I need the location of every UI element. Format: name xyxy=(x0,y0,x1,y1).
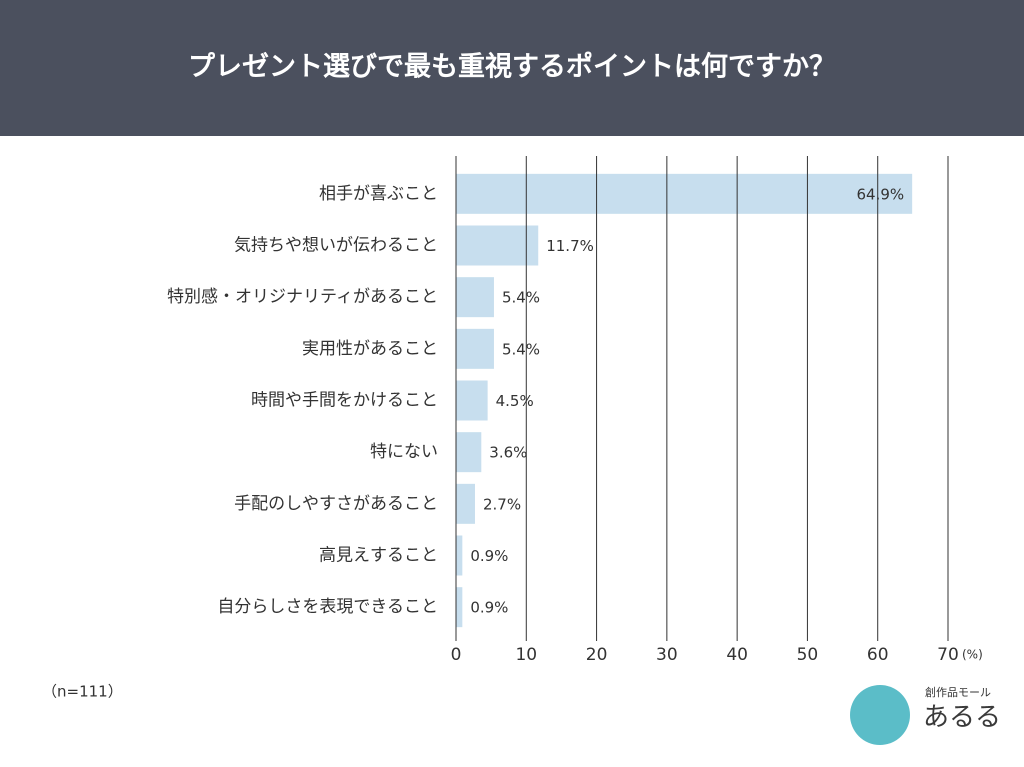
x-tick-label: 40 xyxy=(726,645,748,665)
y-tick-label: 相手が喜ぶこと xyxy=(319,184,438,204)
bar xyxy=(456,328,494,369)
bar xyxy=(456,380,488,421)
logo-tagline: 創作品モール xyxy=(925,685,991,699)
value-label: 64.9% xyxy=(856,185,904,203)
x-tick-label: 60 xyxy=(867,645,889,665)
x-tick-label: 30 xyxy=(656,645,678,665)
bar xyxy=(456,535,463,576)
value-label: 4.5% xyxy=(496,392,534,410)
y-tick-label: 特にない xyxy=(370,442,438,462)
sample-note: （n=111） xyxy=(42,683,123,701)
logo-name: あるる xyxy=(923,703,1001,733)
value-label: 0.9% xyxy=(470,599,508,617)
bar xyxy=(456,277,494,318)
x-tick-label: 10 xyxy=(515,645,537,665)
value-label: 3.6% xyxy=(489,444,527,462)
y-tick-label: 高見えすること xyxy=(319,546,438,566)
y-tick-label: 時間や手間をかけること xyxy=(251,391,438,411)
y-tick-label: 特別感・オリジナリティがあること xyxy=(167,287,438,307)
value-label: 5.4% xyxy=(502,289,540,307)
bar xyxy=(456,587,463,628)
x-axis-unit: (%) xyxy=(962,648,983,662)
bar xyxy=(456,432,482,473)
x-tick-label: 70 xyxy=(937,645,959,665)
bar xyxy=(456,173,913,214)
y-tick-label: 実用性があること xyxy=(302,339,438,359)
value-label: 0.9% xyxy=(470,547,508,565)
value-label: 11.7% xyxy=(546,237,594,255)
y-tick-label: 気持ちや想いが伝わること xyxy=(234,236,438,256)
x-tick-label: 50 xyxy=(797,645,819,665)
x-tick-label: 20 xyxy=(586,645,608,665)
value-label: 5.4% xyxy=(502,340,540,358)
bar xyxy=(456,225,539,266)
chart-title: プレゼント選びで最も重視するポイントは何ですか？ xyxy=(188,52,836,83)
value-label: 2.7% xyxy=(483,495,521,513)
x-tick-label: 0 xyxy=(451,645,462,665)
logo-mark xyxy=(850,685,910,745)
bar xyxy=(456,483,475,524)
header-band xyxy=(0,0,1024,136)
y-tick-label: 手配のしやすさがあること xyxy=(234,494,438,514)
y-tick-label: 自分らしさを表現できること xyxy=(217,597,438,617)
